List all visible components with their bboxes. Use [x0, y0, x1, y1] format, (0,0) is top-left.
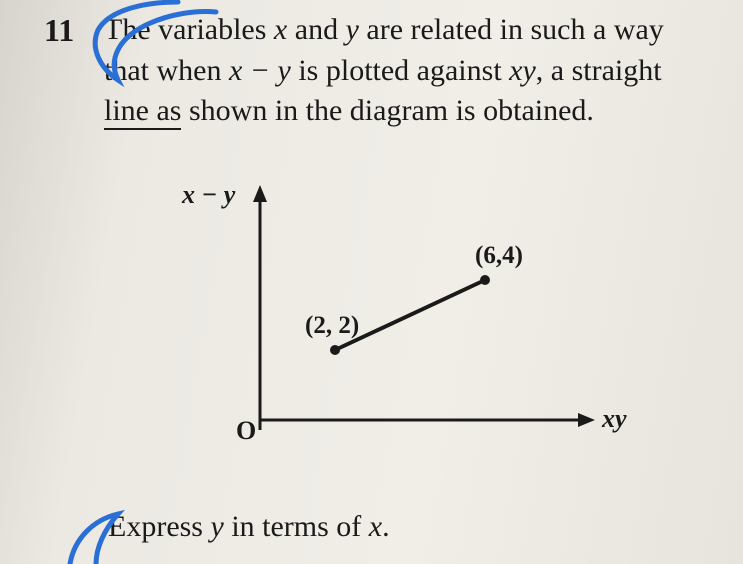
diagram: x − y xy O (2, 2) (6,4): [150, 150, 610, 470]
text: that when: [104, 54, 229, 87]
text: .: [382, 510, 390, 543]
question-text: The variables x and y are related in suc…: [104, 10, 720, 132]
page: { "question": { "number": "11", "line1_a…: [0, 0, 743, 564]
question-number: 11: [44, 12, 74, 49]
text: The: [104, 13, 158, 46]
text: are related in such a way: [359, 13, 664, 46]
expr-x-minus-y: x − y: [229, 54, 291, 87]
var-x: x: [369, 510, 382, 543]
prompt-text: Express y in terms of x.: [108, 510, 390, 544]
text: and: [287, 13, 345, 46]
var-xy: xy: [509, 54, 536, 87]
text: shown in the diagram is obtained.: [181, 94, 593, 127]
var-y: y: [210, 510, 223, 543]
var-y: y: [346, 13, 359, 46]
y-axis-label: x − y: [182, 180, 235, 210]
point-label-0: (2, 2): [305, 312, 359, 340]
x-axis-label: xy: [602, 404, 627, 434]
text: , a straight: [536, 54, 662, 87]
text-underlined: line as: [104, 94, 181, 130]
text: in terms of: [224, 510, 369, 543]
point-label-1: (6,4): [475, 242, 523, 270]
origin-label: O: [236, 416, 256, 446]
text: variables: [158, 13, 274, 46]
text: is plotted against: [291, 54, 509, 87]
var-x: x: [274, 13, 287, 46]
text: Express: [108, 510, 210, 543]
